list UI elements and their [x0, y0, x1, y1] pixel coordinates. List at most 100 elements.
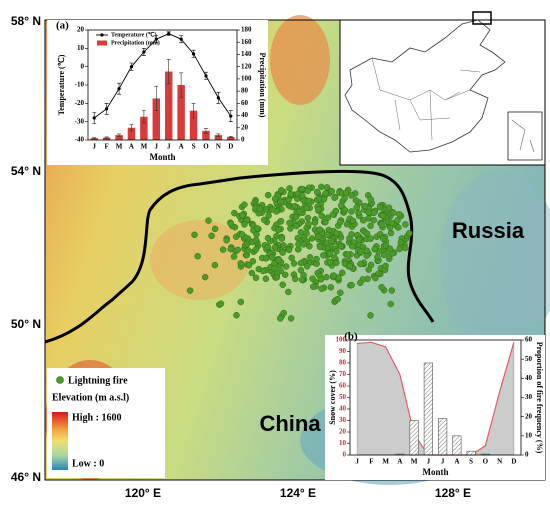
legend-label: Low : 0 — [72, 458, 104, 469]
bar — [177, 85, 185, 140]
fire-point — [311, 219, 319, 226]
fire-point — [357, 279, 364, 287]
y-tick-label: 70 — [339, 370, 347, 378]
lon-label: 120° E — [125, 486, 161, 500]
charts: (a)-40-30-20-100102002040608010012014016… — [56, 20, 544, 478]
x-tick-label: O — [203, 143, 209, 151]
fire-point — [342, 189, 350, 197]
fire-point — [370, 209, 378, 216]
x-tick-label: M — [382, 458, 389, 466]
x-tick-label: J — [155, 143, 159, 151]
fire-point — [237, 298, 245, 306]
fire-point — [286, 219, 293, 227]
y-tick-label: 0 — [81, 62, 85, 70]
fire-point — [297, 266, 305, 274]
error-bar — [129, 124, 134, 132]
fire-point — [328, 237, 335, 245]
bar — [164, 71, 173, 140]
fire-point — [318, 183, 325, 191]
fire-point — [367, 222, 374, 230]
fire-point — [327, 284, 335, 291]
x-tick-label: J — [167, 143, 171, 151]
fire-point — [264, 234, 272, 242]
error-bar — [203, 128, 208, 134]
fire-point — [234, 246, 241, 254]
fire-point — [287, 225, 294, 232]
point — [105, 107, 109, 111]
fire-point — [278, 235, 286, 242]
fire-point — [363, 247, 371, 255]
country-label: Russia — [452, 218, 525, 243]
fire-point — [268, 254, 276, 261]
fire-point — [227, 220, 235, 227]
bar — [152, 98, 161, 140]
fire-point — [297, 259, 305, 267]
fire-point — [271, 244, 279, 251]
fire-point — [271, 264, 278, 272]
fire-point — [280, 242, 287, 249]
fire-point — [237, 260, 244, 267]
error-bar — [117, 133, 122, 137]
fire-point — [361, 202, 369, 210]
fire-point — [253, 231, 260, 238]
fire-point — [337, 202, 345, 209]
fire-point — [241, 201, 248, 208]
y-axis-label: Temperature (℃) — [57, 54, 66, 115]
fire-point — [367, 312, 374, 319]
fire-point — [357, 260, 364, 268]
lat-label: 50° N — [11, 317, 41, 331]
fire-point — [219, 246, 227, 253]
fire-point — [211, 225, 219, 233]
point — [117, 87, 121, 91]
x-axis-label: Month — [149, 152, 175, 162]
fire-point — [304, 214, 312, 222]
fire-point — [281, 271, 289, 279]
fire-point — [208, 232, 215, 240]
fire-point — [265, 212, 272, 219]
x-tick-label: M — [116, 143, 123, 151]
fire-point — [264, 191, 272, 199]
fire-point — [379, 212, 387, 219]
fire-point — [396, 245, 403, 253]
error-bar — [104, 136, 109, 139]
x-tick-label: A — [454, 458, 459, 466]
legend-label: Lightning fire — [68, 375, 128, 386]
fire-point — [287, 315, 295, 322]
bar — [227, 136, 235, 140]
legend-label: Temperature (℃) — [111, 31, 157, 38]
fire-point — [248, 269, 256, 277]
fire-point — [353, 204, 360, 211]
y2-axis-label: Precipitation (mm) — [258, 53, 267, 118]
fire-point — [269, 206, 276, 213]
x-tick-label: J — [92, 143, 96, 151]
fire-point — [332, 207, 340, 215]
fire-point — [245, 262, 253, 269]
fire-point — [379, 221, 386, 228]
fire-point — [385, 204, 393, 211]
point — [229, 114, 233, 118]
x-tick-label: S — [469, 458, 473, 466]
y2-tick-label: 160 — [241, 38, 252, 46]
fire-point — [395, 224, 402, 231]
y-tick-label: 100 — [336, 336, 347, 344]
fire-point — [186, 287, 194, 294]
fire-point — [317, 276, 325, 283]
fire-point — [287, 191, 295, 198]
y2-tick-label: 40 — [525, 374, 533, 382]
fire-point — [230, 253, 238, 260]
study-area-box — [472, 11, 492, 25]
fire-point — [233, 311, 240, 319]
fire-point — [304, 187, 312, 195]
fire-point — [275, 226, 282, 234]
fire-point — [292, 275, 299, 283]
fire-point — [346, 262, 354, 270]
y2-tick-label: 140 — [241, 50, 252, 58]
y-tick-label: 10 — [339, 439, 347, 447]
x-tick-label: M — [141, 143, 148, 151]
bar — [466, 450, 476, 456]
y2-tick-label: 0 — [241, 136, 245, 144]
fire-point — [355, 236, 363, 243]
legend-label: Precipitation (mm) — [111, 39, 160, 46]
error-bar — [228, 136, 233, 138]
fire-point — [388, 219, 395, 227]
